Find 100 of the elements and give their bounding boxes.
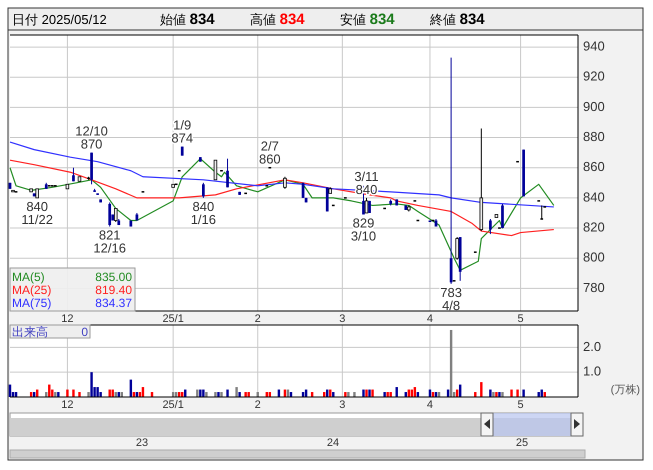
- candlestick: [368, 200, 371, 214]
- text: 安値 834: [340, 11, 396, 28]
- annotation: 870: [80, 136, 102, 152]
- annotation: 860: [258, 152, 281, 167]
- bar: [214, 392, 217, 397]
- bar: [235, 387, 238, 397]
- bar: [114, 392, 117, 397]
- annotation: 840: [26, 198, 48, 214]
- annotation: 0: [81, 325, 88, 339]
- text: 終値 834: [429, 11, 486, 28]
- bar: [456, 390, 458, 397]
- y-tick-label: 800: [583, 250, 605, 265]
- text: 高値 834: [250, 11, 306, 28]
- bar: [30, 392, 32, 397]
- bar: [383, 392, 386, 397]
- bar: [136, 392, 138, 397]
- x-tick-label: 12: [61, 313, 74, 325]
- annotation: 819.40: [95, 283, 132, 297]
- y-tick-label: 820: [583, 219, 605, 234]
- annotation: 1/16: [190, 212, 216, 227]
- candlestick: [214, 160, 218, 180]
- bar: [522, 390, 525, 397]
- bar: [247, 392, 250, 397]
- bar: [108, 390, 111, 397]
- y-tick-label: 900: [583, 98, 605, 114]
- bar: [238, 392, 241, 397]
- bar: [278, 390, 280, 397]
- bar: [181, 392, 184, 397]
- bar: [302, 392, 304, 397]
- bar: [544, 392, 546, 397]
- candlestick: [108, 202, 112, 228]
- bar: [326, 390, 328, 397]
- y-tick-label: 880: [583, 128, 605, 144]
- candlestick: [501, 203, 504, 229]
- x-tick-label: 4: [426, 313, 434, 325]
- bar: [386, 392, 389, 397]
- annotation: 834.37: [95, 296, 132, 310]
- bar: [48, 384, 50, 397]
- annotation: 3/10: [350, 228, 376, 244]
- text: 25: [516, 437, 528, 449]
- bar: [184, 390, 186, 397]
- bar: [36, 390, 38, 397]
- bar: [90, 372, 93, 397]
- annotation: 821: [98, 228, 121, 243]
- bar: [87, 392, 90, 397]
- bar: [480, 382, 483, 397]
- bar: [284, 390, 286, 397]
- candlestick: [202, 182, 205, 198]
- bar: [54, 392, 57, 397]
- text: MA(75): [12, 296, 52, 310]
- text: MA(5): [12, 270, 45, 284]
- bar: [489, 390, 492, 397]
- x-tick-label: 3: [339, 399, 346, 411]
- y-tick-label: 860: [583, 159, 605, 174]
- y-tick-label: 780: [583, 280, 605, 295]
- y-tick-label: 2.0: [583, 338, 602, 354]
- annotation: 3/11: [354, 168, 379, 184]
- bar: [202, 390, 205, 397]
- bar: [498, 392, 501, 397]
- bar: [266, 392, 268, 397]
- bar: [199, 390, 202, 397]
- bar: [130, 380, 132, 397]
- bar: [353, 392, 356, 397]
- candlestick: [114, 208, 118, 223]
- bar: [196, 390, 199, 397]
- bar: [66, 390, 69, 397]
- bar: [57, 392, 60, 397]
- bar: [332, 392, 334, 397]
- bar: [414, 387, 416, 397]
- bar: [310, 392, 314, 397]
- bar: [538, 392, 540, 397]
- bar: [389, 392, 392, 397]
- bar: [347, 392, 350, 397]
- bar: [323, 392, 326, 397]
- bar: [428, 390, 432, 397]
- annotation: 835.00: [95, 270, 132, 284]
- bar: [474, 392, 476, 397]
- bar: [492, 392, 495, 397]
- text: 始値 834: [160, 11, 216, 28]
- candlestick: [489, 218, 492, 235]
- x-tick-label: 5: [518, 313, 524, 325]
- x-tick-label: 25/1: [162, 399, 184, 411]
- bar: [174, 392, 178, 397]
- bar: [450, 330, 452, 397]
- bar: [72, 390, 75, 397]
- text: 日付 2025/05/12: [12, 12, 107, 27]
- bar: [32, 392, 36, 397]
- bar: [96, 387, 99, 397]
- bar: [205, 392, 208, 397]
- candlestick: [283, 176, 287, 190]
- bar: [458, 384, 462, 397]
- bar: [516, 390, 519, 397]
- bar: [178, 392, 180, 397]
- y-tick-label: 1.0: [583, 364, 602, 379]
- annotation: 840: [192, 198, 214, 214]
- annotation: 829: [352, 215, 374, 230]
- bar: [118, 392, 120, 397]
- bar: [120, 392, 123, 397]
- bar: [14, 392, 18, 397]
- bar: [45, 392, 48, 397]
